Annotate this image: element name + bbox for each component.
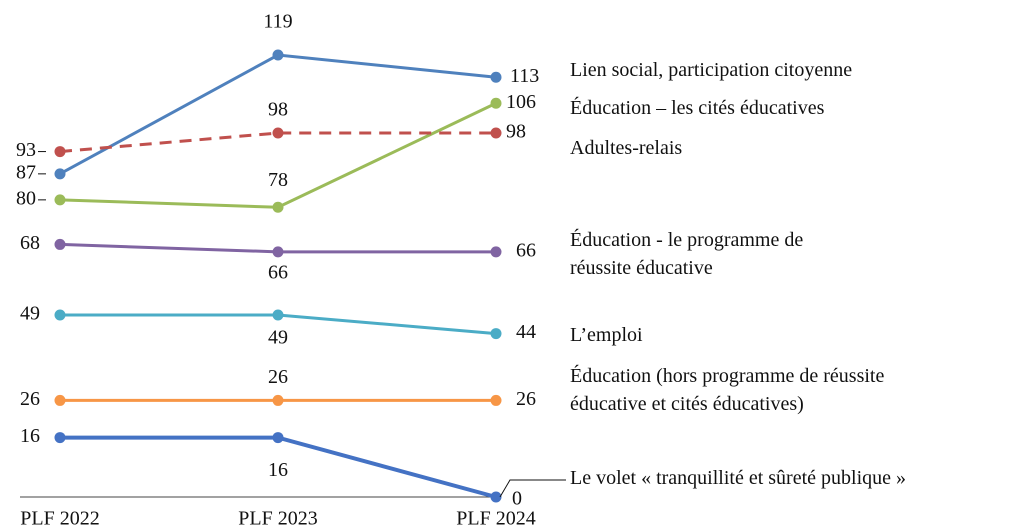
data-label: 119 (263, 11, 292, 33)
legend-label: Éducation - le programme de réussite édu… (570, 229, 804, 279)
legend-label: Adultes-relais (570, 137, 683, 159)
data-label: 16 (20, 425, 40, 447)
legend-label: L’emploi (570, 324, 643, 346)
point (272, 432, 284, 444)
point (490, 127, 502, 139)
point (272, 309, 284, 321)
series-line (59, 131, 496, 154)
data-label: 87 (16, 161, 36, 183)
point (490, 491, 502, 503)
point (272, 127, 284, 139)
data-label: 66 (268, 261, 288, 283)
data-label: 68 (20, 232, 40, 254)
x-tick-label: PLF 2024 (456, 508, 535, 530)
legend-label: Éducation – les cités éducatives (570, 97, 825, 119)
data-label: 80 (16, 187, 36, 209)
legend-label: Le volet « tranquillité et sûreté publiq… (570, 467, 907, 489)
legend-label: Lien social, participation citoyenne (570, 59, 853, 81)
data-label: 0 (512, 488, 522, 510)
point (54, 146, 66, 158)
point (54, 168, 66, 180)
point (490, 246, 502, 258)
data-label: 106 (506, 91, 536, 113)
point (272, 246, 284, 258)
point (490, 97, 502, 109)
data-label: 93 (16, 139, 36, 161)
legend-label: Éducation (hors programme de réussite éd… (570, 365, 885, 415)
data-label: 78 (268, 169, 288, 191)
data-label: 98 (506, 121, 526, 143)
point (490, 71, 502, 83)
point (490, 328, 502, 340)
data-label: 44 (516, 321, 536, 343)
point (490, 394, 502, 406)
data-label: 26 (516, 388, 536, 410)
label-leader (499, 479, 566, 498)
point (272, 49, 284, 61)
point (272, 201, 284, 213)
data-label: 66 (516, 239, 536, 261)
data-label: 26 (20, 388, 40, 410)
data-label: 26 (268, 366, 288, 388)
data-label: 16 (268, 459, 288, 481)
data-label: 98 (268, 99, 288, 121)
x-tick-label: PLF 2022 (20, 508, 99, 530)
point (54, 394, 66, 406)
point (54, 194, 66, 206)
data-label: 113 (510, 65, 539, 87)
point (54, 432, 66, 444)
point (54, 309, 66, 321)
data-label: 49 (268, 327, 288, 349)
data-label: 49 (20, 303, 40, 325)
x-tick-label: PLF 2023 (238, 508, 317, 530)
point (272, 394, 284, 406)
point (54, 238, 66, 250)
